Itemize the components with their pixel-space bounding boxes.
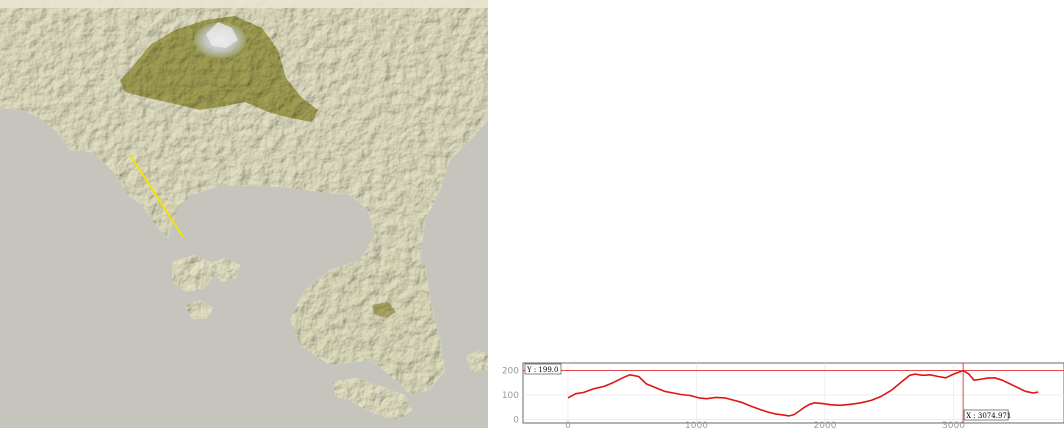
elevation-profile-chart[interactable]: 0 100 200 0 1000 2000 3000 Y : 199.0 X : 3074… [497,360,1064,428]
y-readout-box: Y : 199.0 [524,363,562,375]
profile-line-selection-icon[interactable] [129,154,184,238]
x-axis-ticks: 0 1000 2000 3000 [565,421,965,428]
y-readout-label: Y : 199.0 [526,366,558,374]
island-3 [185,300,213,319]
y-tick-label-100: 100 [502,391,519,401]
land-peninsula-east [292,250,445,392]
x-tick-label-2000: 2000 [814,421,837,428]
map-view[interactable] [0,0,488,428]
elevation-line [567,369,1039,417]
x-readout-label: X : 3074.971 [966,412,1011,420]
terrain-map[interactable] [0,0,488,428]
x-tick-label-1000: 1000 [685,421,708,428]
forest-patch-south [372,302,396,318]
island-4 [332,378,412,420]
x-readout-box: X : 3074.971 [963,409,1011,421]
elevation-profile-panel[interactable]: 0 100 200 0 1000 2000 3000 Y : 199.0 X : 3074… [497,360,1064,428]
x-tick-label-0: 0 [565,421,571,428]
summit-snow [206,22,238,48]
island-5 [466,350,488,372]
y-axis-ticks: 0 100 200 [502,366,519,425]
island-2 [205,258,240,282]
island-1 [172,255,214,292]
map-top-band [0,0,488,8]
y-tick-label-200: 200 [502,366,519,376]
forest-highland [120,16,318,122]
x-tick-label-3000: 3000 [942,421,965,428]
y-tick-label-0: 0 [513,416,519,426]
